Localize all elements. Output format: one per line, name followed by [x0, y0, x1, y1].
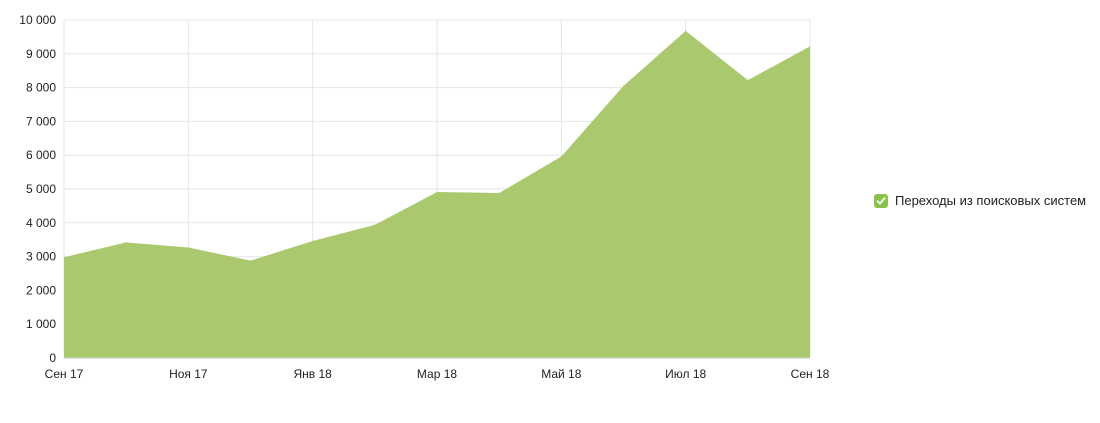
area-layer [63, 30, 811, 358]
data-point [623, 85, 624, 87]
data-point [560, 156, 562, 158]
y-tick-label: 8 000 [26, 81, 56, 95]
area-series [64, 30, 810, 358]
y-tick-label: 10 000 [19, 13, 56, 27]
x-tick-label: Янв 18 [293, 367, 332, 381]
y-tick-label: 2 000 [26, 283, 56, 297]
data-point [498, 192, 500, 194]
y-tick-label: 5 000 [26, 182, 56, 196]
data-point [187, 246, 189, 248]
check-icon [876, 196, 886, 204]
data-point [374, 224, 376, 226]
x-tick-label: Июл 18 [665, 367, 706, 381]
y-tick-label: 9 000 [26, 47, 56, 61]
data-point [809, 45, 811, 47]
data-point [125, 241, 127, 243]
x-tick-label: Ноя 17 [169, 367, 208, 381]
data-point [685, 30, 687, 32]
x-axis-labels: Сен 17 Ноя 17 Янв 18 Мар 18 Май 18 Июл 18 Сен … [45, 367, 830, 381]
y-tick-label: 4 000 [26, 216, 56, 230]
data-point [63, 256, 65, 258]
legend-checkbox[interactable] [874, 193, 888, 208]
data-point [747, 79, 749, 81]
x-tick-label: Сен 18 [791, 367, 830, 381]
y-tick-label: 0 [49, 351, 56, 365]
data-point [250, 260, 251, 262]
data-point [436, 191, 438, 193]
x-tick-label: Май 18 [541, 367, 582, 381]
legend-label: Переходы из поисковых систем [895, 193, 1087, 208]
y-axis-labels: 0 1 000 2 000 3 000 4 000 5 000 6 000 7 000 8 00… [19, 13, 56, 365]
legend-item[interactable]: Переходы из поисковых систем [874, 193, 1086, 208]
x-tick-label: Сен 17 [45, 367, 84, 381]
data-point [312, 240, 314, 242]
y-tick-label: 6 000 [26, 148, 56, 162]
y-tick-label: 1 000 [26, 317, 56, 331]
x-tick-label: Мар 18 [417, 367, 457, 381]
y-tick-label: 7 000 [26, 114, 56, 128]
y-tick-label: 3 000 [26, 250, 56, 264]
